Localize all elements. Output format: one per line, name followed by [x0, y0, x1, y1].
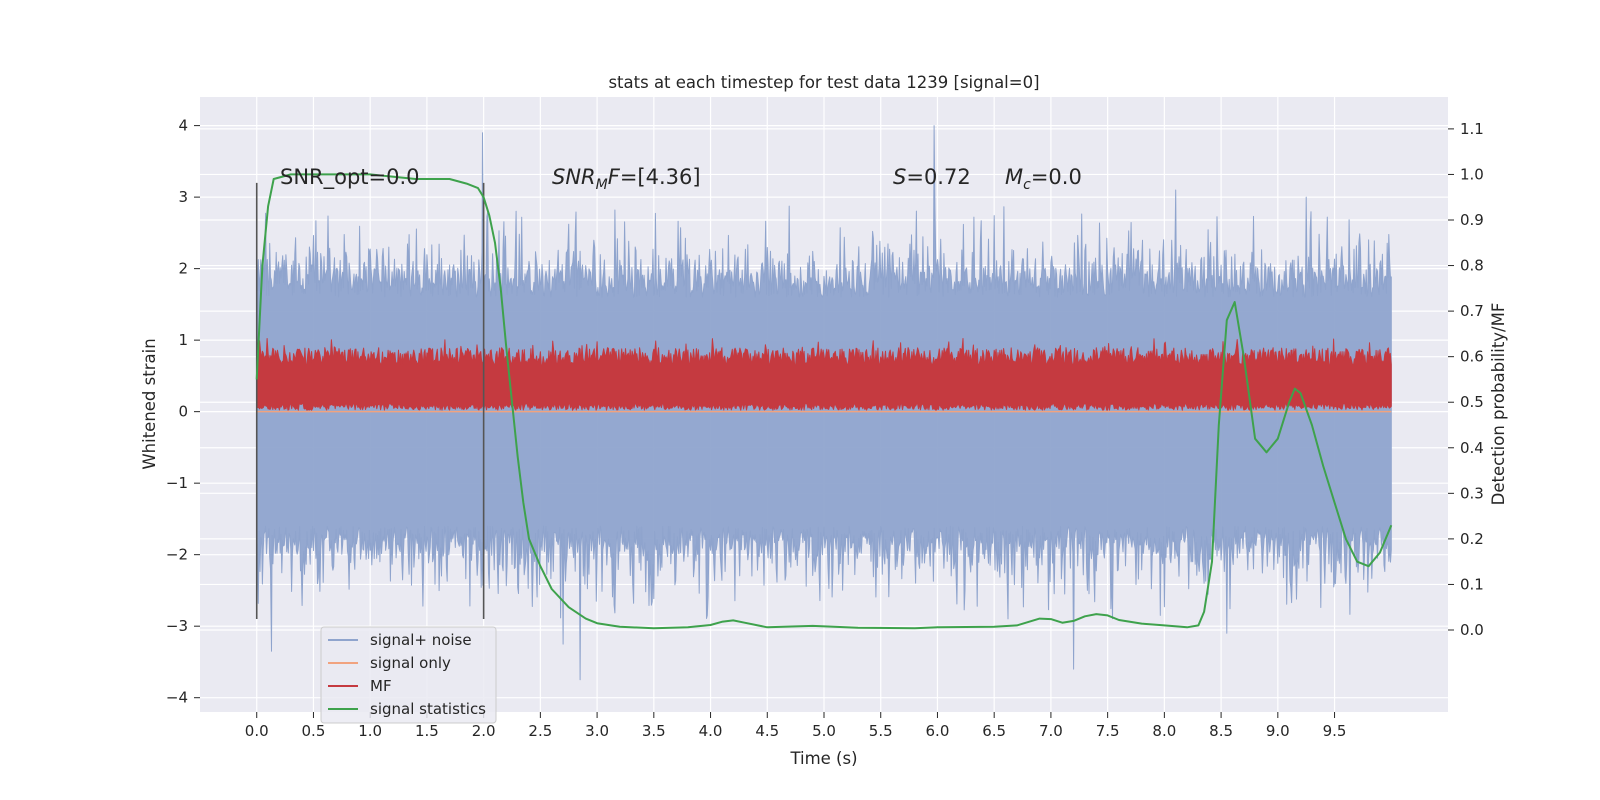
x-axis: 0.0 0.5 1.0 1.5 2.0 2.5 3.0 3.5 4.0 4.5 5.0 5.5 6.0 6… — [245, 712, 1347, 740]
s-annotation: S=0.72 — [893, 165, 971, 189]
y-tick-label: 2 — [178, 260, 188, 278]
y2-tick-label: 1.1 — [1460, 120, 1484, 138]
x-tick-label: 1.0 — [358, 722, 382, 740]
s-value: =0.72 — [906, 165, 970, 189]
x-tick-label: 3.0 — [585, 722, 609, 740]
mf-band — [256, 338, 1392, 411]
snr-mf-subscript: M — [596, 177, 608, 193]
x-tick-label: 0.0 — [245, 722, 269, 740]
y2-tick-label: 0.5 — [1460, 393, 1484, 411]
legend-box — [320, 626, 497, 724]
y2-tick-label: 1.0 — [1460, 165, 1484, 183]
x-tick-label: 2.0 — [472, 722, 496, 740]
legend-label-mf: MF — [370, 677, 392, 695]
y2-tick-label: 0.6 — [1460, 348, 1484, 366]
y-tick-label: 1 — [178, 331, 188, 349]
y-axis-right: 0.0 0.1 0.2 0.3 0.4 0.5 0.6 0.7 0.8 0.9 1.0 1.1 — [1448, 120, 1484, 639]
x-tick-label: 5.5 — [869, 722, 893, 740]
snr-opt-annotation: SNR_opt=0.0 — [280, 165, 420, 190]
x-tick-label: 7.0 — [1039, 722, 1063, 740]
x-tick-label: 9.0 — [1266, 722, 1290, 740]
y2-tick-label: 0.8 — [1460, 257, 1484, 275]
legend-label-signal-noise: signal+ noise — [370, 631, 472, 649]
y2-tick-label: 0.4 — [1460, 439, 1484, 457]
mc-value: =0.0 — [1031, 165, 1082, 189]
mf-series — [256, 338, 1392, 411]
y-tick-label: 4 — [178, 117, 188, 135]
y2-tick-label: 0.3 — [1460, 484, 1484, 502]
x-tick-label: 7.5 — [1096, 722, 1120, 740]
snr-mf-value: =[4.36] — [620, 165, 701, 189]
signal-statistics-line — [255, 173, 1393, 630]
x-tick-label: 8.5 — [1209, 722, 1233, 740]
legend-label-signal-statistics: signal statistics — [370, 700, 486, 718]
x-tick-label: 1.5 — [415, 722, 439, 740]
y-tick-label: −3 — [166, 617, 188, 635]
y2-tick-label: 0.7 — [1460, 302, 1484, 320]
y2-tick-label: 0.1 — [1460, 575, 1484, 593]
y-tick-label: −2 — [166, 546, 188, 564]
legend: signal+ noise signal only MF signal stat… — [320, 626, 497, 724]
y-tick-label: −4 — [166, 689, 188, 707]
snr-mf-annotation: SNRMF=[4.36] — [552, 165, 701, 193]
signal-statistics-series — [255, 173, 1393, 630]
mc-annotation: Mc=0.0 — [1005, 165, 1082, 193]
y2-tick-label: 0.0 — [1460, 621, 1484, 639]
x-tick-label: 4.0 — [699, 722, 723, 740]
x-axis-title: Time (s) — [789, 749, 857, 768]
legend-label-signal-only: signal only — [370, 654, 451, 672]
y2-tick-label: 0.2 — [1460, 530, 1484, 548]
y-tick-label: 0 — [178, 403, 188, 421]
x-tick-label: 6.5 — [982, 722, 1006, 740]
y-tick-label: 3 — [178, 188, 188, 206]
x-tick-label: 9.5 — [1323, 722, 1347, 740]
x-tick-label: 8.0 — [1152, 722, 1176, 740]
y-axis-title: Whitened strain — [140, 338, 159, 469]
y2-tick-label: 0.9 — [1460, 211, 1484, 229]
mc-subscript: c — [1023, 177, 1031, 193]
y-axis-left: −4 −3 −2 −1 0 1 2 3 4 — [166, 117, 200, 707]
x-tick-label: 4.5 — [755, 722, 779, 740]
vertical-markers — [255, 182, 485, 620]
y-tick-label: −1 — [166, 474, 188, 492]
x-tick-label: 6.0 — [926, 722, 950, 740]
mc-symbol: M — [1005, 165, 1023, 189]
chart-title: stats at each timestep for test data 123… — [608, 73, 1039, 92]
s-symbol: S — [893, 165, 906, 189]
snr-mf-tail: F — [608, 165, 621, 189]
x-tick-label: 0.5 — [302, 722, 326, 740]
x-tick-label: 2.5 — [528, 722, 552, 740]
x-tick-label: 3.5 — [642, 722, 666, 740]
snr-mf-symbol: SNR — [552, 165, 596, 189]
y2-axis-title: Detection probability/MF — [1489, 303, 1508, 506]
x-tick-label: 5.0 — [812, 722, 836, 740]
